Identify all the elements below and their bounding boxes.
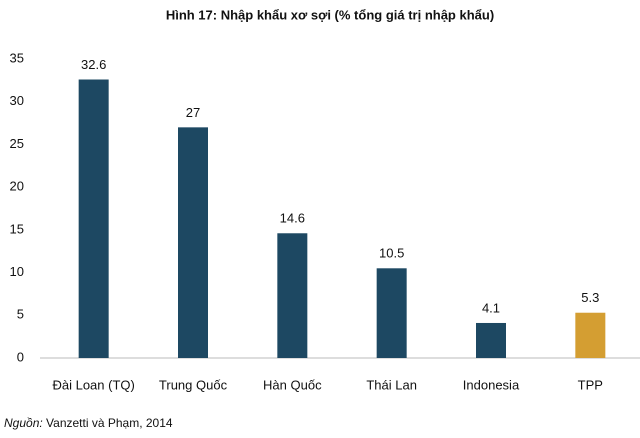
bar bbox=[78, 79, 109, 358]
x-tick-label: Trung Quốc bbox=[159, 377, 228, 392]
bar bbox=[376, 268, 407, 358]
y-tick-label: 25 bbox=[10, 136, 24, 151]
chart-title: Hình 17: Nhập khẩu xơ sợi (% tổng giá tr… bbox=[166, 7, 494, 22]
value-label: 5.3 bbox=[581, 290, 599, 305]
value-label: 4.1 bbox=[482, 300, 500, 315]
source: Nguồn: Vanzetti và Phạm, 2014 bbox=[4, 416, 173, 430]
y-tick-label: 5 bbox=[17, 307, 24, 322]
y-tick-label: 20 bbox=[10, 179, 24, 194]
y-tick-label: 10 bbox=[10, 264, 24, 279]
source-label: Nguồn: bbox=[4, 416, 43, 430]
x-tick-label: Indonesia bbox=[463, 377, 520, 392]
value-label: 27 bbox=[186, 105, 200, 120]
value-label: 10.5 bbox=[379, 246, 404, 261]
bar bbox=[575, 312, 606, 358]
y-tick-label: 35 bbox=[10, 50, 24, 65]
bar bbox=[277, 233, 308, 358]
x-tick-label: Đài Loan (TQ) bbox=[52, 377, 134, 392]
x-tick-label: TPP bbox=[578, 377, 603, 392]
bar bbox=[476, 322, 506, 358]
y-tick-label: 15 bbox=[10, 221, 24, 236]
bar bbox=[178, 127, 208, 358]
y-tick-label: 30 bbox=[10, 93, 24, 108]
value-label: 32.6 bbox=[81, 57, 106, 72]
x-tick-label: Hàn Quốc bbox=[263, 377, 322, 392]
x-tick-label: Thái Lan bbox=[366, 377, 417, 392]
y-tick-label: 0 bbox=[17, 349, 24, 364]
source-text: Vanzetti và Phạm, 2014 bbox=[46, 416, 173, 430]
value-label: 14.6 bbox=[280, 211, 305, 226]
